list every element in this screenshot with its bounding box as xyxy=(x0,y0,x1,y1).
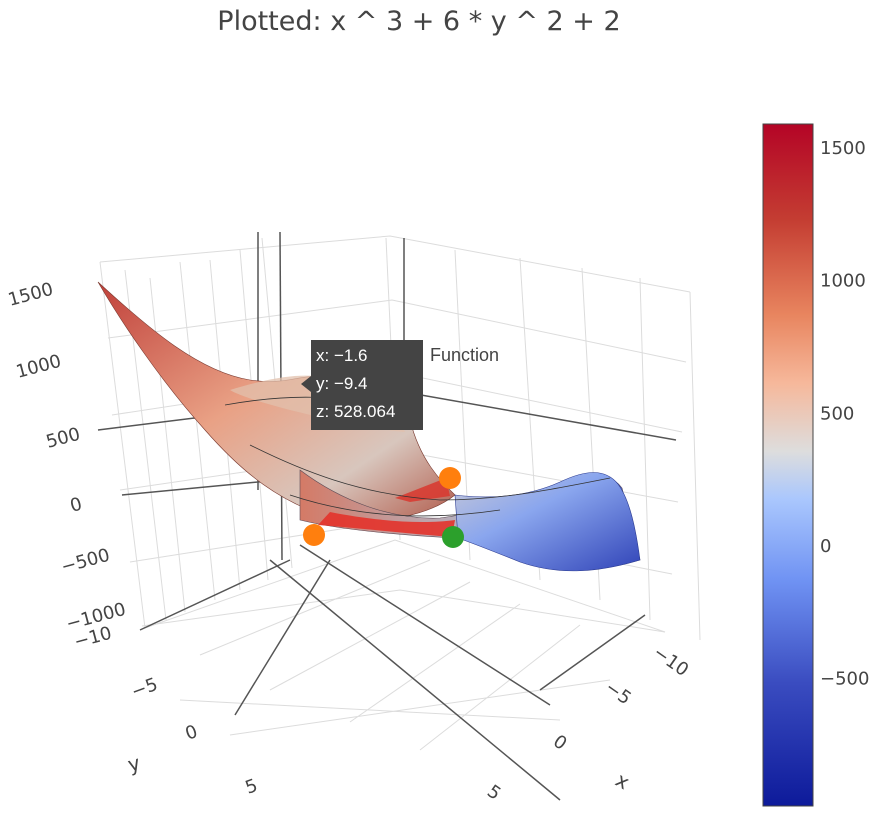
scene-grid xyxy=(99,235,701,751)
hover-line-y: y: −9.4 xyxy=(316,374,368,393)
colorbar-tick-label: 1500 xyxy=(820,138,866,159)
x-tick-neg10: −10 xyxy=(649,642,692,681)
colorbar-tick-label: 0 xyxy=(820,536,831,557)
colorbar-tick-label: 500 xyxy=(820,403,854,424)
surface-red-fold[interactable] xyxy=(395,478,450,502)
orange-point-1[interactable] xyxy=(439,467,461,489)
y-tick-neg5: −5 xyxy=(129,674,161,703)
colorbar-tick-label: −500 xyxy=(820,669,869,690)
z-tick-1000: 1000 xyxy=(14,351,64,383)
x-tick-0: 0 xyxy=(549,731,570,755)
z-tick-neg500: −500 xyxy=(59,545,112,578)
y-axis-title: y xyxy=(125,751,143,777)
x-tick-neg5: −5 xyxy=(601,677,635,709)
colorbar-tick-label: 1000 xyxy=(820,271,866,292)
colorbar-gradient[interactable] xyxy=(762,123,814,807)
orange-point-2[interactable] xyxy=(303,524,325,546)
y-tick-5: 5 xyxy=(243,775,261,799)
z-axis-ticks: −1000 −500 0 500 1000 1500 xyxy=(6,279,128,635)
x-axis-title: x xyxy=(612,768,634,795)
z-tick-1500: 1500 xyxy=(6,279,56,311)
surface-right-lobe[interactable] xyxy=(454,472,641,572)
chart-title: Plotted: x ^ 3 + 6 * y ^ 2 + 2 xyxy=(217,6,620,37)
z-tick-500: 500 xyxy=(44,424,83,453)
hover-box xyxy=(301,340,423,430)
surface-red-base[interactable] xyxy=(318,512,455,537)
hover-tooltip: x: −1.6 y: −9.4 z: 528.064 Function xyxy=(301,340,499,430)
colorbar[interactable]: 1500 1000 500 0 −500 xyxy=(762,123,869,807)
markers xyxy=(303,467,464,548)
green-point[interactable] xyxy=(442,526,464,548)
surface[interactable] xyxy=(97,281,641,572)
hover-line-x: x: −1.6 xyxy=(316,346,368,365)
hover-trace-name: Function xyxy=(430,345,499,365)
x-axis-ticks: −10 −5 0 5 x xyxy=(483,642,692,805)
colorbar-ticks: 1500 1000 500 0 −500 xyxy=(820,138,869,690)
hover-line-z: z: 528.064 xyxy=(316,402,395,421)
x-tick-5: 5 xyxy=(483,781,504,805)
z-tick-0: 0 xyxy=(68,494,84,517)
y-tick-0: 0 xyxy=(183,721,201,745)
y-axis-ticks: −10 −5 0 5 y xyxy=(72,623,261,799)
